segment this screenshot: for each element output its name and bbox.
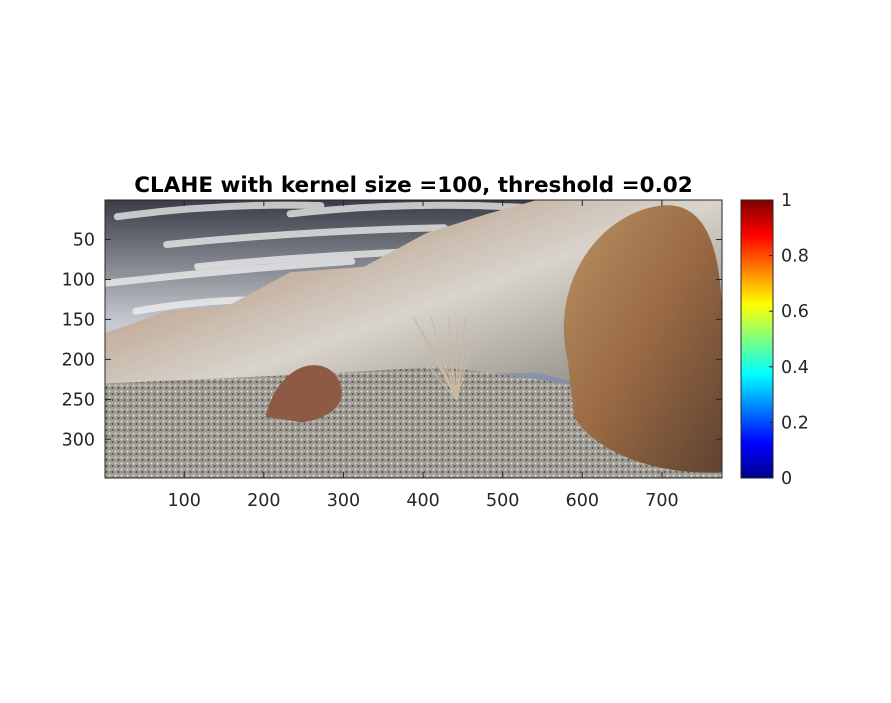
chart-title: CLAHE with kernel size =100, threshold =… [134, 173, 692, 198]
image-cliffs [105, 200, 722, 423]
x-axis: 100 200 300 400 500 600 700 [168, 200, 679, 511]
colorbar-tick-label: 0 [781, 469, 792, 489]
colorbar-tick-label: 0.8 [781, 247, 809, 267]
x-tick-label: 300 [327, 491, 360, 511]
x-tick-label: 200 [247, 491, 280, 511]
image-boulder [563, 205, 722, 473]
y-tick-label: 100 [62, 270, 95, 290]
x-tick-label: 600 [566, 491, 599, 511]
y-tick-label: 200 [62, 350, 95, 370]
x-tick-label: 100 [168, 491, 201, 511]
image-shrub [412, 316, 475, 401]
colorbar [740, 199, 774, 479]
image-ground [105, 366, 722, 478]
colorbar-axis: 0 0.2 0.4 0.6 0.8 1 [769, 191, 809, 489]
image-display [105, 200, 722, 478]
x-tick-label: 700 [645, 491, 678, 511]
y-tick-label: 300 [62, 430, 95, 450]
image-small-rock [265, 365, 342, 423]
y-axis: 50 100 150 200 250 300 [62, 231, 722, 450]
colorbar-tick-label: 0.2 [781, 413, 809, 433]
y-tick-label: 50 [73, 231, 95, 251]
y-tick-label: 150 [62, 310, 95, 330]
colorbar-tick-label: 0.6 [781, 302, 809, 322]
colorbar-tick-label: 1 [781, 191, 792, 211]
image-cloud-streaks [105, 201, 541, 315]
colorbar-tick-label: 0.4 [781, 358, 809, 378]
x-tick-label: 400 [406, 491, 439, 511]
axes-frame [104, 199, 723, 479]
x-tick-label: 500 [486, 491, 519, 511]
y-tick-label: 250 [62, 390, 95, 410]
